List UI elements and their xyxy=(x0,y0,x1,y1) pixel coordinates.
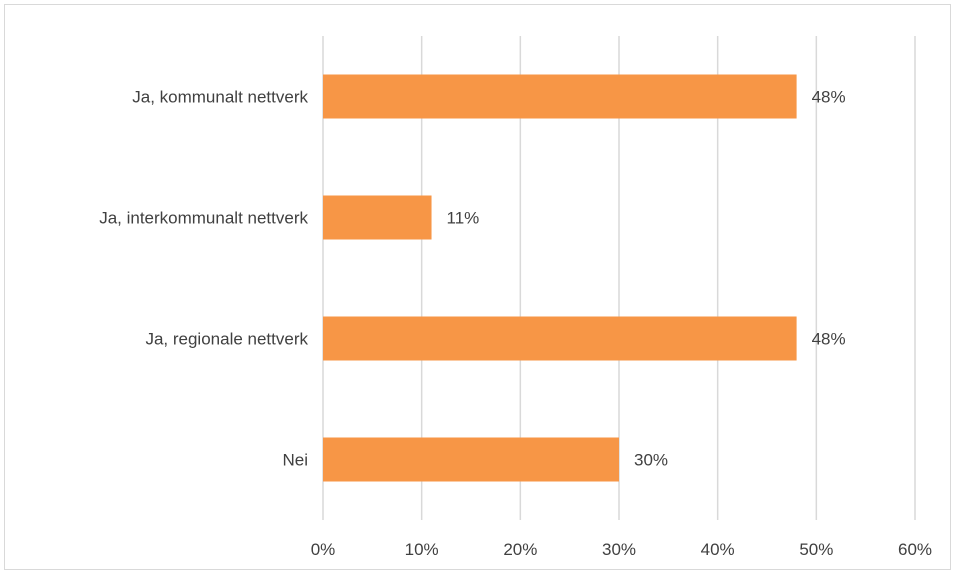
value-label: 11% xyxy=(447,209,480,228)
value-label: 48% xyxy=(812,88,846,107)
x-tick-label: 10% xyxy=(405,540,439,559)
x-tick-label: 20% xyxy=(503,540,537,559)
category-label: Ja, interkommunalt nettverk xyxy=(99,209,308,228)
x-tick-label: 50% xyxy=(799,540,833,559)
x-tick-label: 0% xyxy=(311,540,336,559)
bar xyxy=(323,316,797,361)
x-tick-label: 30% xyxy=(602,540,636,559)
bar xyxy=(323,195,432,240)
bar xyxy=(323,74,797,119)
x-tick-label: 60% xyxy=(898,540,932,559)
category-label: Ja, kommunalt nettverk xyxy=(132,88,308,107)
bars xyxy=(323,74,797,482)
category-label: Ja, regionale nettverk xyxy=(145,330,308,349)
bar xyxy=(323,437,619,482)
value-label: 30% xyxy=(634,451,668,470)
labels: 0% 10% 20% 30% 40% 50% 60% Ja, kommunalt nettve… xyxy=(99,88,932,560)
value-label: 48% xyxy=(812,330,846,349)
x-tick-label: 40% xyxy=(701,540,735,559)
category-label: Nei xyxy=(282,451,308,470)
